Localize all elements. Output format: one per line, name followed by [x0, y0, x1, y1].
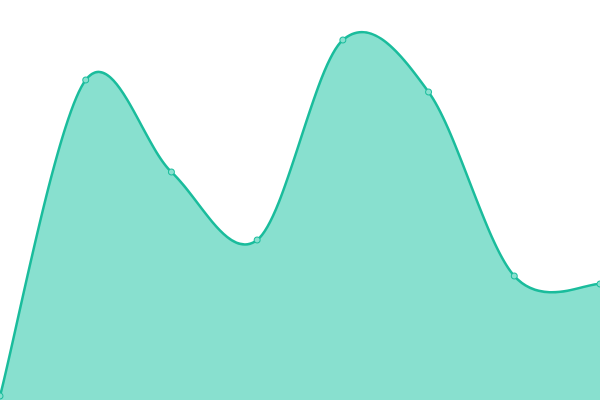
series-line — [0, 30, 600, 397]
data-point-6 — [510, 272, 518, 280]
area-fill — [0, 32, 600, 400]
data-point-4 — [339, 36, 347, 44]
data-point-1 — [82, 76, 90, 84]
data-point-0 — [0, 392, 4, 400]
data-point-3 — [253, 236, 261, 244]
data-point-7 — [596, 280, 600, 288]
data-point-2 — [167, 168, 175, 176]
data-point-5 — [425, 88, 433, 96]
data-points — [0, 36, 600, 400]
